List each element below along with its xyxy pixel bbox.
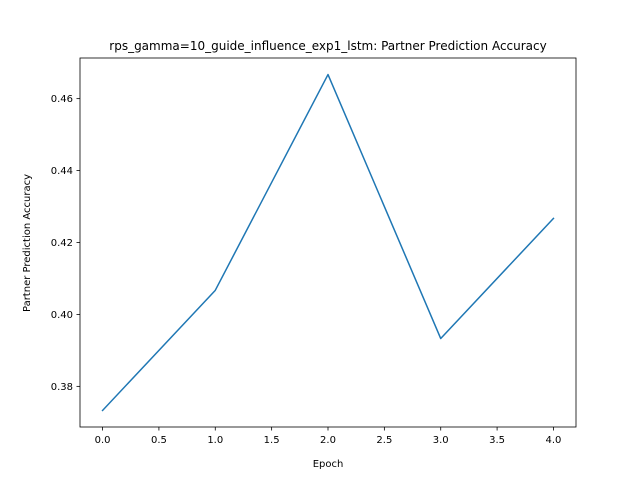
x-tick-label: 0.0 [95,435,111,446]
y-axis-label: Partner Prediction Accuracy [22,174,33,312]
x-tick-label: 2.0 [320,435,336,446]
series-line-0 [101,73,555,412]
y-tick-label: 0.46 [51,94,73,105]
x-tick-label: 2.5 [376,435,392,446]
y-tick-label: 0.42 [51,238,73,249]
x-tick-label: 1.0 [207,435,223,446]
y-tick-label: 0.38 [51,382,73,393]
y-tick-label: 0.44 [51,166,73,177]
x-tick-label: 3.5 [489,435,505,446]
x-tick-label: 1.5 [264,435,280,446]
y-axis-ticks: 0.38 0.40 0.42 0.44 0.46 [51,94,80,393]
y-tick-label: 0.40 [51,310,73,321]
x-axis-ticks: 0.0 0.5 1.0 1.5 2.0 2.5 3.0 3.5 4.0 [95,427,562,446]
chart-title: rps_gamma=10_guide_influence_exp1_lstm: … [109,39,546,53]
x-tick-label: 3.0 [433,435,449,446]
x-tick-label: 4.0 [546,435,562,446]
x-tick-label: 0.5 [151,435,167,446]
x-axis-label: Epoch [313,459,344,470]
